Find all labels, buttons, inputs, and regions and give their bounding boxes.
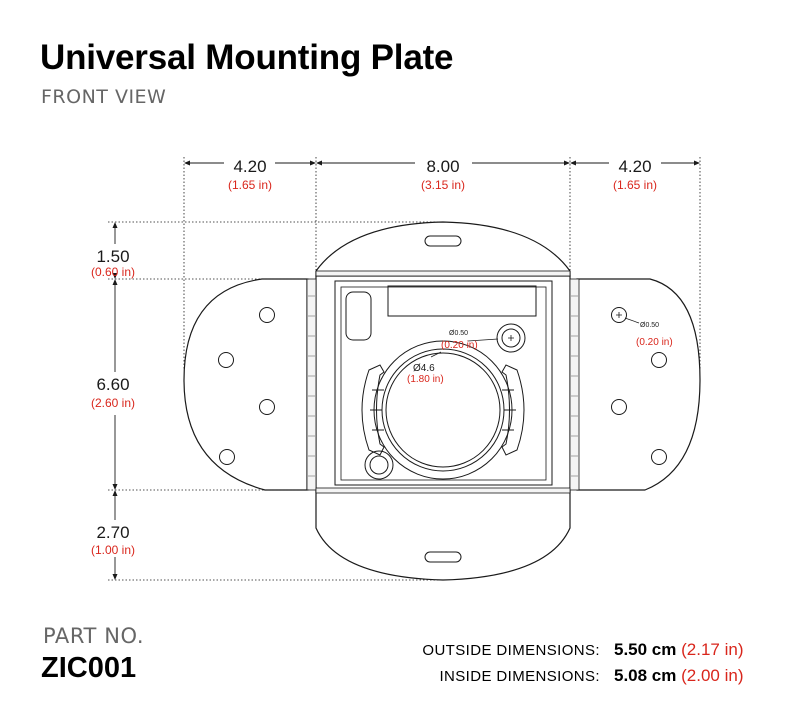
dim-height-middle-value: 6.60 xyxy=(96,375,129,394)
view-label: FRONT VIEW xyxy=(41,86,167,108)
inside-dimensions-value-group: 5.08 cm (2.00 in) xyxy=(614,666,760,686)
leader-right-hole xyxy=(624,317,640,324)
hinge-strips xyxy=(306,270,580,494)
hole-center-top xyxy=(496,323,526,353)
dim-height-bottom-value: 2.70 xyxy=(96,523,129,542)
callout-bore-diameter: Ø4.6 xyxy=(413,363,435,374)
part-number-label: PART NO. xyxy=(43,624,145,648)
hinge-right xyxy=(569,278,580,491)
dim-height-bottom-inches: (1.00 in) xyxy=(91,543,135,557)
outside-dimensions-row: OUTSIDE DIMENSIONS: 5.50 cm (2.17 in) xyxy=(422,640,760,666)
hole-left-1 xyxy=(259,307,275,323)
arrowheads xyxy=(112,160,700,580)
right-segment xyxy=(501,364,525,456)
bottom-tab xyxy=(315,491,571,581)
right-wing xyxy=(576,278,701,491)
inside-dimensions-label: INSIDE DIMENSIONS: xyxy=(439,668,600,685)
part-number: ZIC001 xyxy=(41,652,137,684)
label-slot xyxy=(387,285,537,317)
inside-dimensions-row: INSIDE DIMENSIONS: 5.08 cm (2.00 in) xyxy=(422,666,760,692)
hinge-top xyxy=(315,270,571,277)
callout-right-hole-diameter: Ø0.50 xyxy=(640,322,659,329)
leader-center-hole xyxy=(467,338,499,342)
hole-left-4 xyxy=(219,449,235,465)
callout-center-hole-diameter: Ø0.50 xyxy=(449,330,468,337)
dim-height-top-inches: (0.60 in) xyxy=(91,265,135,279)
outside-dimensions-inches: (2.17 in) xyxy=(681,640,744,659)
plate-outline xyxy=(183,221,701,581)
dim-width-left-inches: (1.65 in) xyxy=(228,178,272,192)
hole-left-2 xyxy=(218,352,234,368)
hinge-bottom xyxy=(315,487,571,494)
dimension-lines xyxy=(114,162,698,578)
hole-right-4 xyxy=(651,449,667,465)
dim-height-top-value: 1.50 xyxy=(96,247,129,266)
holes xyxy=(218,235,667,563)
hinge-ticks xyxy=(308,295,578,477)
drawing-title: Universal Mounting Plate xyxy=(40,38,454,77)
left-segment xyxy=(361,364,385,456)
outside-dimensions-label: OUTSIDE DIMENSIONS: xyxy=(422,642,600,659)
inside-dimensions-value: 5.08 cm xyxy=(614,666,677,685)
dim-width-left-value: 4.20 xyxy=(233,157,266,176)
dim-height-middle-inches: (2.60 in) xyxy=(91,396,135,410)
left-wing xyxy=(183,278,308,491)
height-dimensions: 1.50 (0.60 in) 6.60 (2.60 in) 2.70 (1.00… xyxy=(91,247,135,557)
slot-top xyxy=(424,235,462,247)
top-tab xyxy=(315,221,571,277)
callout-right-hole-inches: (0.20 in) xyxy=(636,337,673,348)
hole-right-2 xyxy=(651,352,667,368)
dim-width-center-value: 8.00 xyxy=(426,157,459,176)
dim-width-right-value: 4.20 xyxy=(618,157,651,176)
dim-width-center-inches: (3.15 in) xyxy=(421,178,465,192)
outside-dimensions-value: 5.50 cm xyxy=(614,640,677,659)
hole-right-3 xyxy=(611,399,627,415)
callout-center-hole-inches: (0.20 in) xyxy=(441,340,478,351)
extension-lines xyxy=(108,157,701,581)
hinge-left xyxy=(306,278,317,491)
width-dimensions: 4.20 (1.65 in) 8.00 (3.15 in) 4.20 (1.65… xyxy=(228,157,657,192)
center-body xyxy=(315,275,571,493)
callouts: Ø0.50 (0.20 in) Ø4.6 (1.80 in) Ø0.50 (0.… xyxy=(407,317,673,385)
outside-dimensions-value-group: 5.50 cm (2.17 in) xyxy=(614,640,760,660)
slot-bottom xyxy=(424,551,462,563)
side-slot xyxy=(345,291,372,341)
hole-center-bottom xyxy=(364,450,394,480)
dimension-specs: OUTSIDE DIMENSIONS: 5.50 cm (2.17 in) IN… xyxy=(422,640,760,692)
inner-frame xyxy=(334,280,553,486)
leader-bore xyxy=(430,351,442,358)
callout-bore-inches: (1.80 in) xyxy=(407,374,444,385)
inside-dimensions-inches: (2.00 in) xyxy=(681,666,744,685)
mounting-bore xyxy=(361,340,525,480)
dim-width-right-inches: (1.65 in) xyxy=(613,178,657,192)
hole-right-1 xyxy=(611,307,627,323)
hole-left-3 xyxy=(259,399,275,415)
